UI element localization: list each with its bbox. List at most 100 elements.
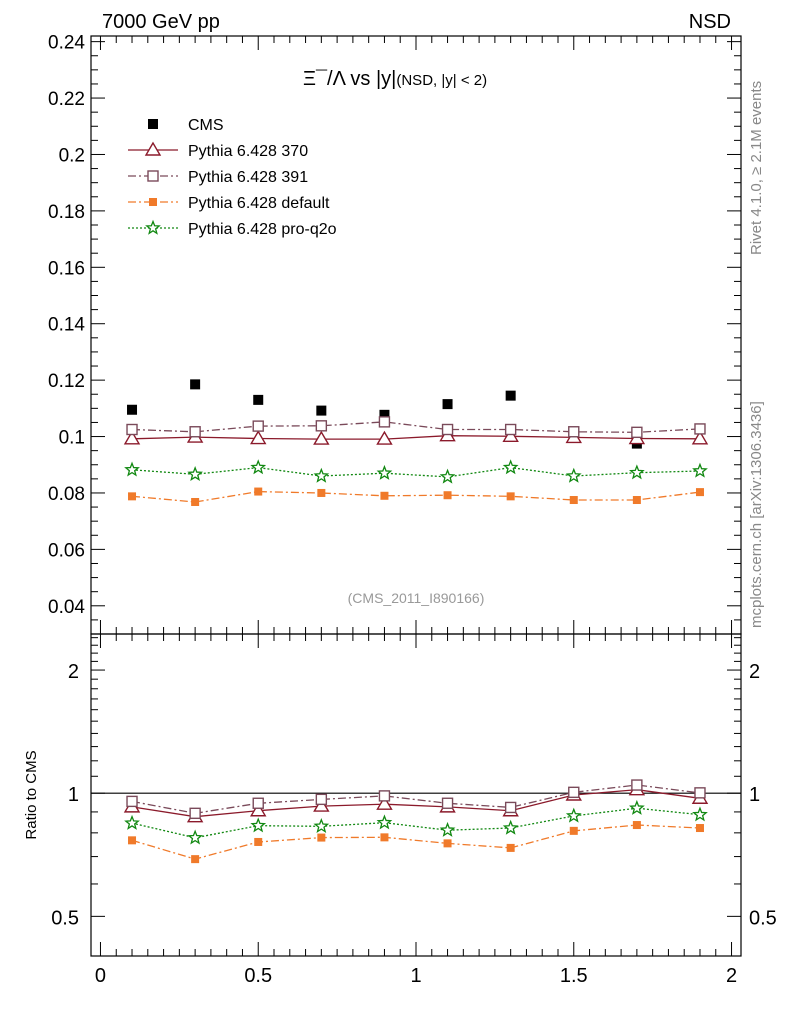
main-point-pq2o [565, 467, 582, 483]
x-tick-label: 1.5 [560, 965, 588, 987]
main-point-cms [253, 394, 264, 405]
main-panel: 0.04 0.06 0.08 0.1 0.12 0.14 0.16 0.18 0.2 0.22 0.… [48, 33, 742, 635]
ratio-point-p391 [189, 807, 201, 820]
ratio-point-p391 [126, 795, 138, 808]
main-y-tick-label: 0.12 [48, 371, 85, 392]
main-line-p370 [131, 435, 701, 440]
main-y-tick-label: 0.06 [48, 540, 85, 561]
main-point-pdefault [443, 491, 452, 500]
ratio-y-tick-label: 2 [68, 661, 79, 683]
main-point-cms [127, 404, 138, 415]
ratio-line-p391 [131, 784, 701, 814]
main-point-p370 [250, 430, 267, 445]
legend-marker-p370 [144, 141, 162, 156]
main-point-pq2o [692, 462, 708, 478]
ratio-point-p370 [376, 795, 393, 810]
main-point-p391 [631, 426, 643, 439]
ratio-point-pq2o [439, 821, 456, 837]
legend-label-cms: CMS [188, 117, 224, 134]
plot-title: Ξ¯/Λ vs |y|(NSD, |y| < 2) [303, 68, 487, 90]
main-y-tick-label: 0.16 [48, 258, 85, 279]
ratio-point-p391 [315, 793, 328, 806]
main-point-p391 [568, 426, 580, 438]
ratio-point-pdefault [191, 855, 200, 864]
legend-label-p370: Pythia 6.428 370 [188, 143, 308, 160]
plot-title-main: Ξ¯/Λ vs |y| [303, 68, 396, 90]
legend-marker-pdefault [149, 198, 157, 206]
main-ticks [91, 36, 741, 634]
ratio-point-pq2o [250, 817, 267, 833]
ratio-series-group [123, 779, 709, 864]
header-energy-label: 7000 GeV pp [102, 11, 220, 33]
main-point-p391 [189, 426, 201, 438]
main-point-p391 [378, 416, 391, 428]
ratio-line-pdefault [131, 824, 701, 860]
main-y-tick-label: 0.18 [48, 202, 85, 223]
main-y-tick-label: 0.14 [48, 315, 85, 336]
main-point-pdefault [191, 497, 200, 506]
x-tick-label: 0 [95, 965, 106, 987]
legend-marker-pq2o [145, 219, 161, 235]
ratio-point-pq2o [376, 814, 393, 830]
main-point-pq2o [376, 464, 393, 480]
x-tick-labels: 0 0.5 1 1.5 2 [95, 965, 737, 987]
main-point-pq2o [187, 466, 204, 482]
main-line-p391 [131, 421, 701, 433]
ratio-point-p370 [250, 802, 267, 817]
ratio-point-pdefault [506, 843, 515, 852]
main-point-pq2o [502, 459, 519, 475]
rivet-version-label: Rivet 4.1.0, ≥ 2.1M events [748, 81, 765, 255]
main-point-pq2o [439, 468, 456, 484]
main-point-p391 [694, 423, 706, 435]
ratio-line-pq2o [131, 807, 701, 839]
ratio-point-p391 [694, 787, 706, 799]
main-y-tick-labels: 0.04 0.06 0.08 0.1 0.12 0.14 0.16 0.18 0.2 0.22 0.… [48, 33, 85, 618]
legend-label-pdefault: Pythia 6.428 default [188, 195, 330, 212]
ratio-point-p391 [252, 797, 264, 809]
ratio-point-pq2o [187, 829, 204, 845]
ratio-point-pdefault [380, 833, 389, 842]
main-y-tick-label: 0.2 [59, 145, 85, 166]
main-y-tick-label: 0.24 [48, 33, 85, 54]
main-point-pq2o [250, 459, 267, 475]
ratio-point-p391 [504, 801, 517, 814]
main-series-group [123, 379, 709, 506]
ratio-point-pdefault [695, 824, 704, 833]
ratio-y-tick-label-right: 2 [749, 661, 760, 683]
ratio-y-tick-label-right: 1 [749, 784, 760, 806]
main-y-tick-label: 0.08 [48, 484, 85, 505]
ratio-point-pq2o [502, 819, 519, 835]
main-point-pdefault [506, 492, 515, 501]
watermark-label: (CMS_2011_I890166) [348, 590, 485, 606]
ratio-point-pq2o [628, 799, 645, 815]
main-y-tick-label: 0.22 [48, 89, 85, 110]
main-y-tick-label: 0.1 [59, 428, 85, 449]
x-tick-label: 0.5 [244, 965, 272, 987]
ratio-point-pdefault [128, 836, 137, 845]
header-process-label: NSD [689, 11, 731, 33]
main-point-cms [190, 379, 201, 390]
ratio-point-pq2o [565, 807, 582, 823]
main-point-p370 [376, 430, 393, 445]
main-line-pq2o [131, 466, 701, 478]
ratio-point-pdefault [443, 839, 452, 848]
main-point-p370 [691, 430, 709, 445]
ratio-point-pdefault [632, 821, 641, 830]
x-tick-label: 1 [410, 965, 421, 987]
main-point-cms [316, 405, 327, 416]
ratio-point-p391 [568, 786, 580, 799]
ratio-line-p370 [131, 789, 701, 818]
ratio-point-pdefault [254, 837, 263, 846]
ratio-point-p391 [441, 797, 454, 809]
main-point-p391 [315, 420, 328, 432]
main-y-tick-label: 0.04 [48, 597, 85, 618]
legend: CMS Pythia 6.428 370 Pythia 6.428 391 Pythi… [128, 117, 337, 238]
ratio-y-tick-labels: 0.5 0.5 1 1 2 2 [51, 661, 777, 929]
ratio-point-pq2o [124, 814, 140, 830]
ratio-point-p391 [378, 790, 391, 802]
main-point-p370 [313, 430, 330, 445]
main-point-p391 [252, 420, 264, 432]
ratio-point-pq2o [692, 806, 708, 822]
ratio-point-p391 [631, 779, 643, 791]
main-point-pdefault [632, 496, 641, 505]
